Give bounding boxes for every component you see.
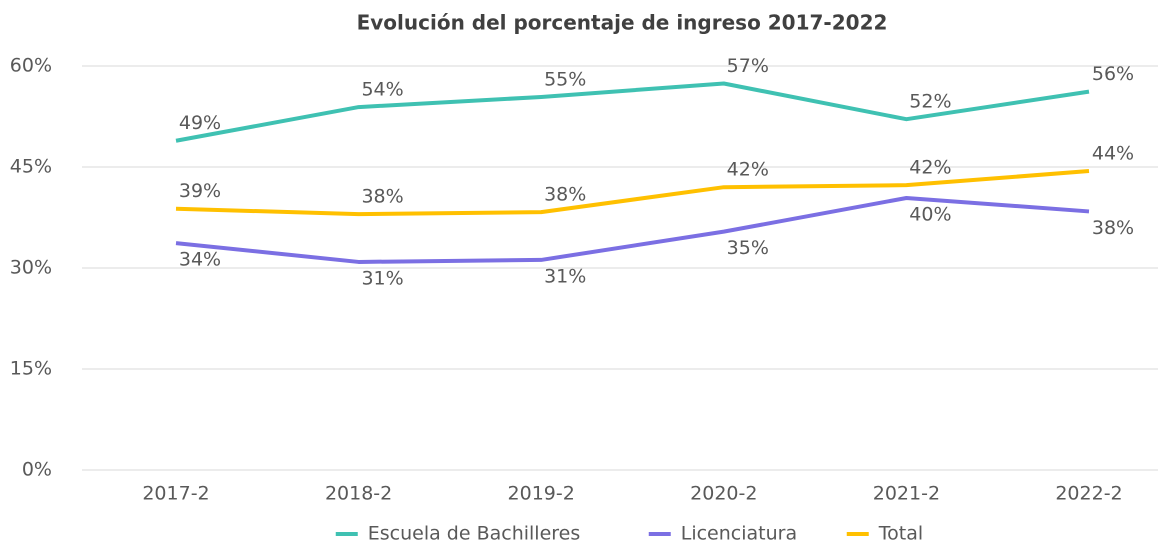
data-label: 35%	[727, 237, 769, 259]
data-label: 44%	[1092, 143, 1134, 165]
data-label: 42%	[727, 159, 769, 181]
x-tick-label: 2019-2	[508, 483, 575, 505]
data-label: 49%	[179, 112, 221, 134]
data-label: 42%	[909, 157, 951, 179]
data-label: 40%	[909, 203, 951, 225]
x-tick-label: 2020-2	[690, 483, 757, 505]
y-tick-label: 15%	[10, 358, 52, 380]
y-tick-label: 30%	[10, 257, 52, 279]
legend-label: Escuela de Bachilleres	[368, 523, 581, 545]
series-line	[175, 195, 1090, 264]
data-label: 31%	[544, 265, 586, 287]
y-tick-label: 60%	[10, 55, 52, 77]
data-label: 54%	[361, 79, 403, 101]
x-tick-label: 2021-2	[873, 483, 940, 505]
chart-title: Evolución del porcentaje de ingreso 2017…	[357, 11, 888, 35]
legend-label: Licenciatura	[681, 523, 797, 545]
y-tick-label: 45%	[10, 156, 52, 178]
data-label: 38%	[361, 186, 403, 208]
series-line	[175, 169, 1090, 217]
series-line	[175, 81, 1090, 143]
data-label: 31%	[361, 267, 403, 289]
data-label: 39%	[179, 180, 221, 202]
data-label: 57%	[727, 55, 769, 77]
data-label: 38%	[1092, 217, 1134, 239]
legend-label: Total	[878, 523, 923, 545]
data-label: 38%	[544, 184, 586, 206]
x-tick-label: 2022-2	[1055, 483, 1122, 505]
data-label: 34%	[179, 249, 221, 271]
data-label: 55%	[544, 68, 586, 90]
x-tick-label: 2017-2	[142, 483, 209, 505]
data-label: 56%	[1092, 63, 1134, 85]
x-tick-label: 2018-2	[325, 483, 392, 505]
y-tick-label: 0%	[22, 459, 52, 481]
data-label: 52%	[909, 91, 951, 113]
